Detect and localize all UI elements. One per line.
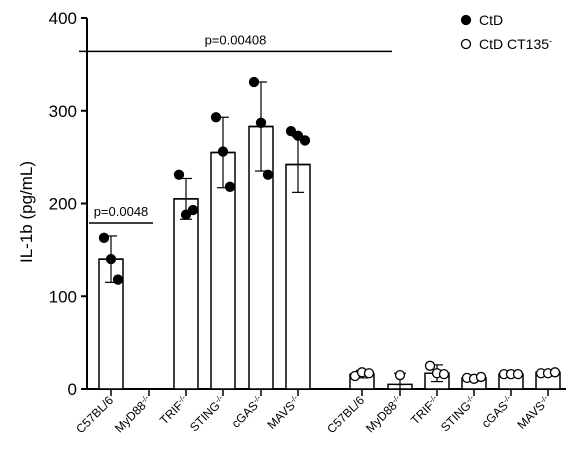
data-point <box>180 209 192 220</box>
annotations: p=0.00408 p=0.0048 <box>79 32 392 224</box>
data-point <box>105 253 117 265</box>
data-point <box>173 169 185 180</box>
x-tick-label: C57BL/6 <box>73 393 116 436</box>
data-point <box>248 76 260 88</box>
legend-marker <box>460 38 472 50</box>
bars <box>98 76 561 390</box>
data-point <box>112 274 124 285</box>
p-value-label: p=0.0048 <box>94 204 149 219</box>
x-tick-label: TRIF-/- <box>408 393 443 428</box>
data-point <box>262 169 274 180</box>
bar <box>173 198 199 390</box>
x-tick-label: MyD88-/- <box>112 393 155 436</box>
y-tick-label: 400 <box>49 9 77 28</box>
legend-marker <box>460 14 472 26</box>
data-point <box>299 135 311 146</box>
data-point <box>285 126 297 137</box>
data-point <box>424 360 436 371</box>
bar <box>285 163 311 390</box>
legend: CtD CtD CT135- <box>460 12 552 52</box>
y-tick-label: 0 <box>68 380 77 399</box>
data-point <box>292 130 304 141</box>
x-tick-label: STING-/- <box>187 393 229 435</box>
y-tick-label: 100 <box>49 287 77 306</box>
data-point <box>549 367 561 378</box>
data-point <box>363 368 375 379</box>
x-tick-label: MyD88-/- <box>363 393 406 436</box>
axes: 0 100 200 300 400 <box>49 9 566 399</box>
x-tick-label: cGAS-/- <box>228 393 266 431</box>
data-point <box>187 204 199 216</box>
data-point <box>394 369 406 381</box>
data-point <box>438 369 450 380</box>
y-tick-label: 200 <box>49 195 77 214</box>
x-tick-label: STING-/- <box>438 393 480 435</box>
data-point <box>255 117 267 128</box>
legend-label: CtD <box>479 12 503 28</box>
x-tick-label: C57BL/6 <box>324 393 367 436</box>
x-tick-label: MAVS-/- <box>264 393 303 432</box>
legend-label: CtD CT135- <box>479 36 552 52</box>
p-value-label: p=0.00408 <box>205 32 267 47</box>
data-point <box>98 232 110 243</box>
data-point <box>512 369 524 380</box>
x-tick-label: MAVS-/- <box>514 393 553 432</box>
data-point <box>210 112 222 123</box>
x-tick-label: cGAS-/- <box>478 393 516 431</box>
y-axis-label: IL-1b (pg/mL) <box>17 161 36 263</box>
y-tick-label: 300 <box>49 102 77 121</box>
x-tick-label: TRIF-/- <box>157 393 192 428</box>
data-point <box>217 146 229 157</box>
data-point <box>475 371 487 383</box>
data-point <box>224 181 236 192</box>
